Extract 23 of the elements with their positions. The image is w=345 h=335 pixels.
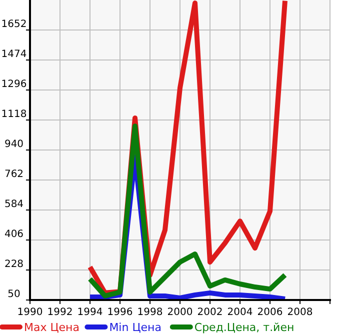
x-tick-label: 2000 — [167, 307, 193, 318]
x-tick-label: 1992 — [47, 307, 73, 318]
y-tick-label: 228 — [4, 259, 24, 270]
x-tick-label: 1996 — [107, 307, 133, 318]
x-tick-label: 1994 — [77, 307, 103, 318]
x-tick-label: 1998 — [137, 307, 163, 318]
y-tick-label: 1652 — [1, 19, 27, 30]
x-tick-label: 2002 — [197, 307, 223, 318]
y-tick-label: 940 — [4, 139, 24, 150]
y-tick-label: 406 — [4, 229, 24, 240]
x-tick-label: 2006 — [257, 307, 283, 318]
x-tick-label: 1990 — [17, 307, 43, 318]
y-tick-label: 584 — [4, 199, 24, 210]
y-tick-label: 1118 — [1, 109, 27, 120]
legend-label: Сред.Цена, т.йен — [194, 321, 294, 334]
y-tick-label: 762 — [4, 169, 24, 180]
legend-label: Max Цена — [24, 321, 80, 334]
x-tick-label: 2004 — [227, 307, 253, 318]
x-tick-label: 2008 — [287, 307, 313, 318]
legend-label: Min Цена — [109, 321, 162, 334]
y-tick-label: 50 — [8, 289, 20, 300]
y-tick-label: 1296 — [1, 79, 27, 90]
y-tick-label: 1474 — [1, 49, 27, 60]
